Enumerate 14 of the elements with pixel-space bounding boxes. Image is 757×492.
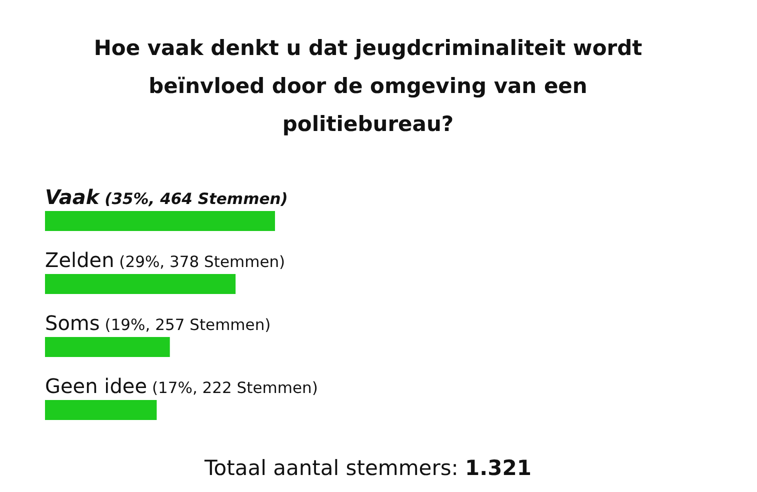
data-label: (19%, 257 Stemmen) (100, 316, 271, 334)
bar (45, 211, 275, 231)
text: Totaal aantal stemmers: 1.321 (204, 456, 532, 480)
text: Hoe vaak denkt u dat jeugdcriminaliteit wordt beïnvloed door de omgeving van een politiebureau? (94, 36, 642, 136)
data-label: (35%, 464 Stemmen) (99, 190, 288, 208)
y-tick-label: Soms (45, 311, 100, 335)
data-label: (17%, 222 Stemmen) (147, 379, 318, 397)
data-label: (29%, 378 Stemmen) (114, 253, 286, 271)
y-tick-label: Zelden (45, 248, 114, 272)
bar (45, 274, 236, 294)
bar (45, 337, 170, 357)
y-tick-label: Vaak (45, 185, 100, 209)
bar (45, 400, 157, 420)
y-tick-label: Geen idee (45, 374, 148, 398)
